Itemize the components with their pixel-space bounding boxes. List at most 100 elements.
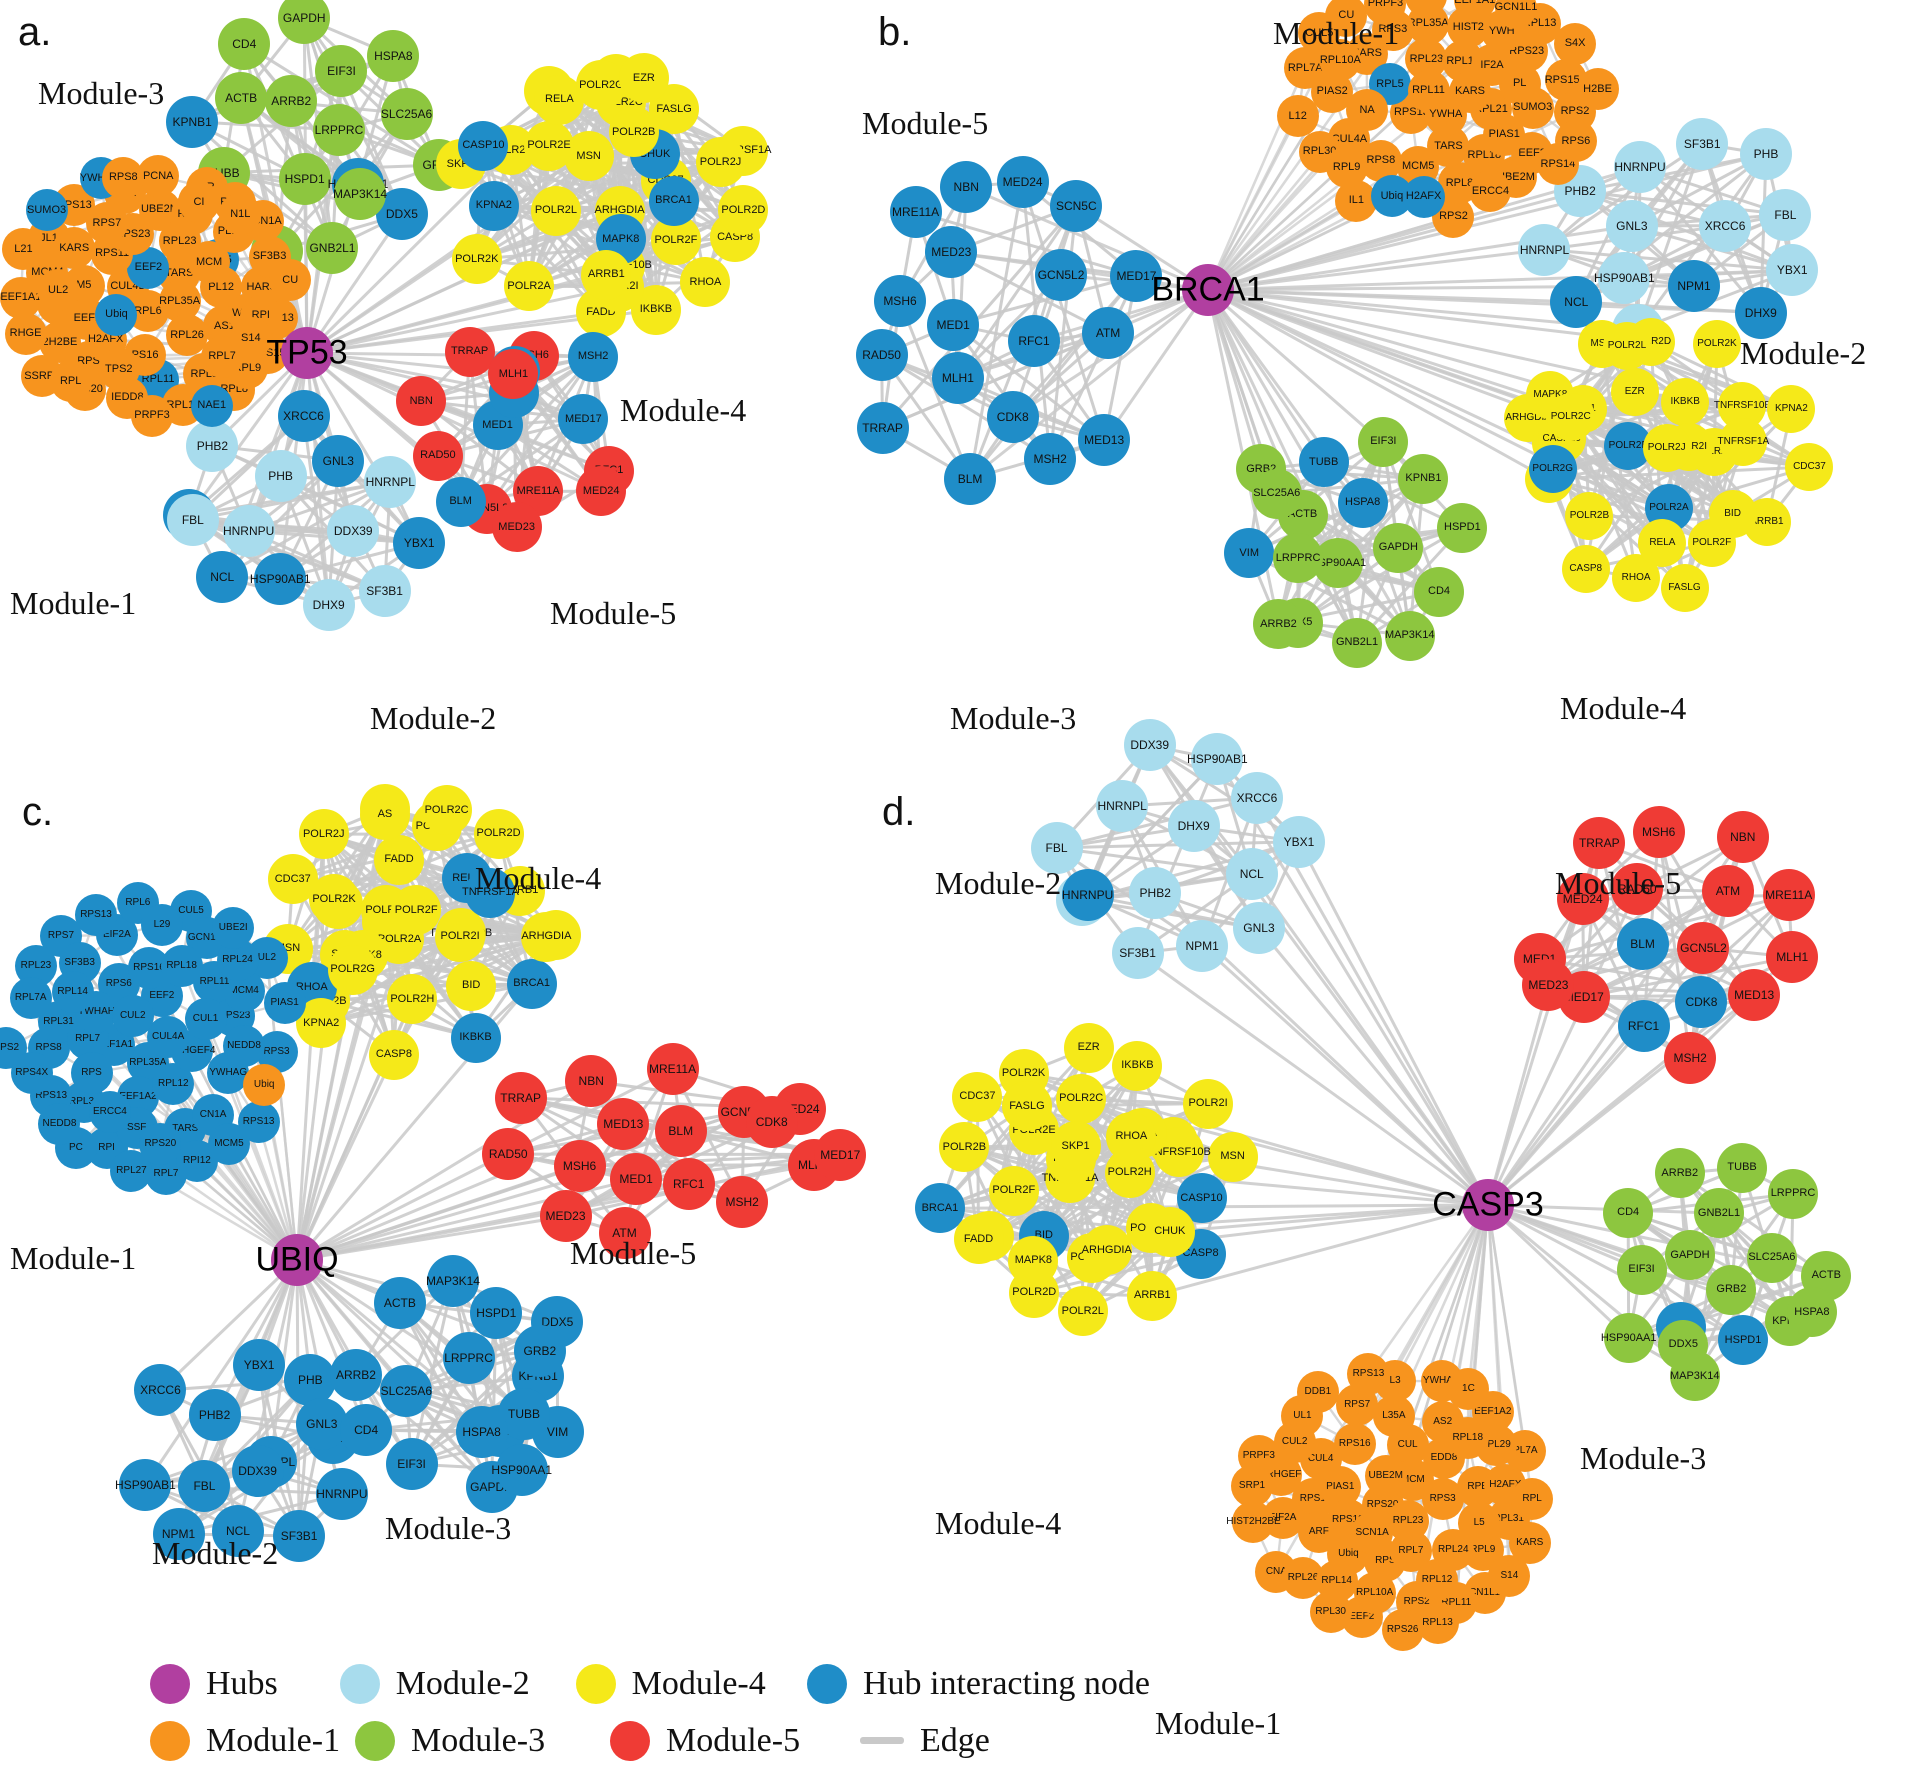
- c-m5-node[interactable]: MSH2: [716, 1176, 769, 1229]
- b-m5-node[interactable]: MLH1: [931, 351, 984, 404]
- b-m1-node[interactable]: H2BE: [1576, 68, 1619, 111]
- c-m2-node[interactable]: XRCC6: [134, 1364, 187, 1417]
- d-m5-node[interactable]: TRRAP: [1573, 816, 1626, 869]
- d-m4-node[interactable]: CDC37: [952, 1071, 1003, 1122]
- b-m3-node[interactable]: GNB2L1: [1332, 617, 1383, 668]
- a-m4-node[interactable]: RHOA: [680, 257, 731, 308]
- a-m5-node[interactable]: RAD50: [412, 430, 463, 481]
- d-m3-node[interactable]: DDX5: [1658, 1319, 1709, 1370]
- b-m3-node[interactable]: HSPD1: [1437, 502, 1488, 553]
- a-m3-node[interactable]: LRPPRC: [312, 103, 365, 156]
- b-m5-node[interactable]: TRRAP: [856, 401, 909, 454]
- c-m5-node[interactable]: MRE11A: [646, 1043, 699, 1096]
- c-m4-node[interactable]: POLR2J: [298, 809, 349, 860]
- c-m4-node[interactable]: POLR2F: [391, 885, 442, 936]
- c-m3-node[interactable]: EIF3I: [385, 1438, 438, 1491]
- d-m4-node[interactable]: POLR2L: [1057, 1286, 1108, 1337]
- a-m4-node[interactable]: POLR2D: [718, 185, 769, 236]
- b-m2-node[interactable]: SF3B1: [1676, 117, 1729, 170]
- a-m3-node[interactable]: MAP3K14: [333, 167, 387, 220]
- c-m1-node[interactable]: CUL2: [111, 994, 154, 1037]
- c-m4-node[interactable]: CASP8: [368, 1029, 419, 1080]
- b-m1-node[interactable]: PIAS1: [1483, 113, 1526, 156]
- d-m5-node[interactable]: GCN5L2: [1677, 922, 1730, 974]
- d-m2-node[interactable]: DHX9: [1167, 800, 1220, 853]
- c-m4-node[interactable]: POLR2H: [387, 974, 438, 1025]
- a-m3-node[interactable]: EIF3I: [315, 45, 368, 98]
- a-m2-node[interactable]: PHB2: [186, 419, 239, 472]
- b-m2-node[interactable]: FBL: [1759, 188, 1812, 241]
- a-m2-node[interactable]: GNL3: [312, 434, 365, 487]
- b-m4-node[interactable]: CDC37: [1785, 442, 1834, 491]
- d-m4-node[interactable]: ARHGDIA: [1082, 1225, 1132, 1276]
- d-m2-node[interactable]: XRCC6: [1230, 771, 1283, 824]
- d-m3-node[interactable]: SLC25A6: [1746, 1232, 1797, 1283]
- c-m2-node[interactable]: FBL: [178, 1460, 231, 1513]
- c-m3-node[interactable]: CD4: [340, 1403, 393, 1456]
- b-m4-node[interactable]: POLR2J: [1642, 424, 1691, 473]
- a-m1-node[interactable]: MCM: [188, 241, 231, 284]
- d-m3-node[interactable]: EIF3I: [1616, 1244, 1667, 1295]
- b-m4-node[interactable]: TNFRSF1A: [1718, 417, 1769, 466]
- c-m4-node[interactable]: POLR2G: [327, 944, 378, 995]
- c-m1-node[interactable]: RPL14: [51, 970, 94, 1013]
- a-m1-node[interactable]: RPL: [49, 360, 92, 403]
- d-m2-node[interactable]: NCL: [1225, 848, 1278, 901]
- d-m2-node[interactable]: PHB2: [1129, 866, 1182, 919]
- b-m5-node[interactable]: MSH6: [873, 275, 926, 328]
- b-m3-node[interactable]: ARRB2: [1253, 599, 1304, 650]
- c-m2-node[interactable]: PHB2: [188, 1389, 241, 1442]
- a-m3-node[interactable]: KPNB1: [166, 95, 219, 148]
- c-m3-node[interactable]: HSPD1: [470, 1287, 523, 1340]
- c-m3-node[interactable]: HSPA8: [455, 1406, 508, 1459]
- c-m1-node[interactable]: RPL7A: [9, 977, 52, 1020]
- b-m5-node[interactable]: MED24: [996, 156, 1049, 209]
- c-m5-node[interactable]: RAD50: [482, 1128, 535, 1181]
- b-m2-node[interactable]: YBX1: [1766, 244, 1819, 297]
- b-m2-node[interactable]: NPM1: [1668, 259, 1721, 312]
- a-m4-node[interactable]: CASP10: [458, 120, 509, 171]
- d-m1-node[interactable]: RPS13: [1347, 1352, 1390, 1395]
- a-m2-node[interactable]: NCL: [196, 551, 249, 604]
- b-m5-node[interactable]: GCN5L2: [1035, 248, 1088, 301]
- a-m1-node[interactable]: TPS2: [97, 348, 140, 391]
- b-m2-node[interactable]: GNL3: [1605, 199, 1658, 252]
- c-m5-node[interactable]: MED17: [814, 1128, 867, 1181]
- d-m5-node[interactable]: CDK8: [1675, 976, 1728, 1029]
- a-m1-node[interactable]: PRPF3: [130, 394, 173, 437]
- a-m4-node[interactable]: ARRB1: [581, 249, 632, 300]
- d-m2-node[interactable]: HNRNPL: [1096, 780, 1149, 833]
- b-m4-node[interactable]: POLR2G: [1528, 444, 1577, 493]
- a-m1-node[interactable]: RPS8: [102, 156, 145, 199]
- a-m1-node[interactable]: UL2: [37, 269, 80, 312]
- b-m5-node[interactable]: MED23: [925, 226, 978, 279]
- c-m3-node[interactable]: ARRB2: [329, 1349, 382, 1402]
- a-m2-node[interactable]: PHB: [254, 450, 307, 503]
- a-m2-node[interactable]: HSP90AB1: [250, 552, 311, 605]
- b-m1-node[interactable]: S4X: [1554, 22, 1597, 65]
- b-m1-node[interactable]: HIST2: [1447, 6, 1490, 49]
- d-m2-node[interactable]: YBX1: [1273, 815, 1325, 868]
- a-m1-node[interactable]: RHGE: [4, 312, 47, 355]
- a-m2-node[interactable]: YBX1: [393, 517, 446, 570]
- a-m1-node[interactable]: CI: [177, 181, 220, 224]
- c-m1-node[interactable]: Ubiq: [243, 1063, 286, 1106]
- a-m3-node[interactable]: GNB2L1: [306, 221, 359, 274]
- b-m5-node[interactable]: CDK8: [986, 391, 1039, 444]
- c-m1-node[interactable]: RPS4X: [10, 1052, 53, 1095]
- b-m4-node[interactable]: POLR2C: [1546, 393, 1595, 442]
- d-m4-node[interactable]: FADD: [953, 1214, 1004, 1265]
- c-m4-node[interactable]: AS: [359, 789, 410, 840]
- b-m1-node[interactable]: ERCC4: [1469, 170, 1512, 213]
- a-m1-node[interactable]: N1L: [219, 193, 262, 236]
- a-m5-node[interactable]: MED24: [576, 466, 627, 517]
- b-m3-node[interactable]: EIF3I: [1358, 416, 1409, 467]
- d-m2-node[interactable]: HSP90AB1: [1187, 733, 1248, 786]
- d-m2-node[interactable]: DDX39: [1123, 719, 1176, 772]
- b-m4-node[interactable]: KPNA2: [1767, 385, 1816, 434]
- b-m1-node[interactable]: NA: [1346, 89, 1389, 132]
- b-m2-node[interactable]: XRCC6: [1699, 199, 1752, 252]
- c-m1-node[interactable]: MCM5: [207, 1123, 250, 1166]
- a-m3-node[interactable]: HSPD1: [278, 152, 331, 205]
- d-m5-node[interactable]: MSH2: [1664, 1032, 1717, 1085]
